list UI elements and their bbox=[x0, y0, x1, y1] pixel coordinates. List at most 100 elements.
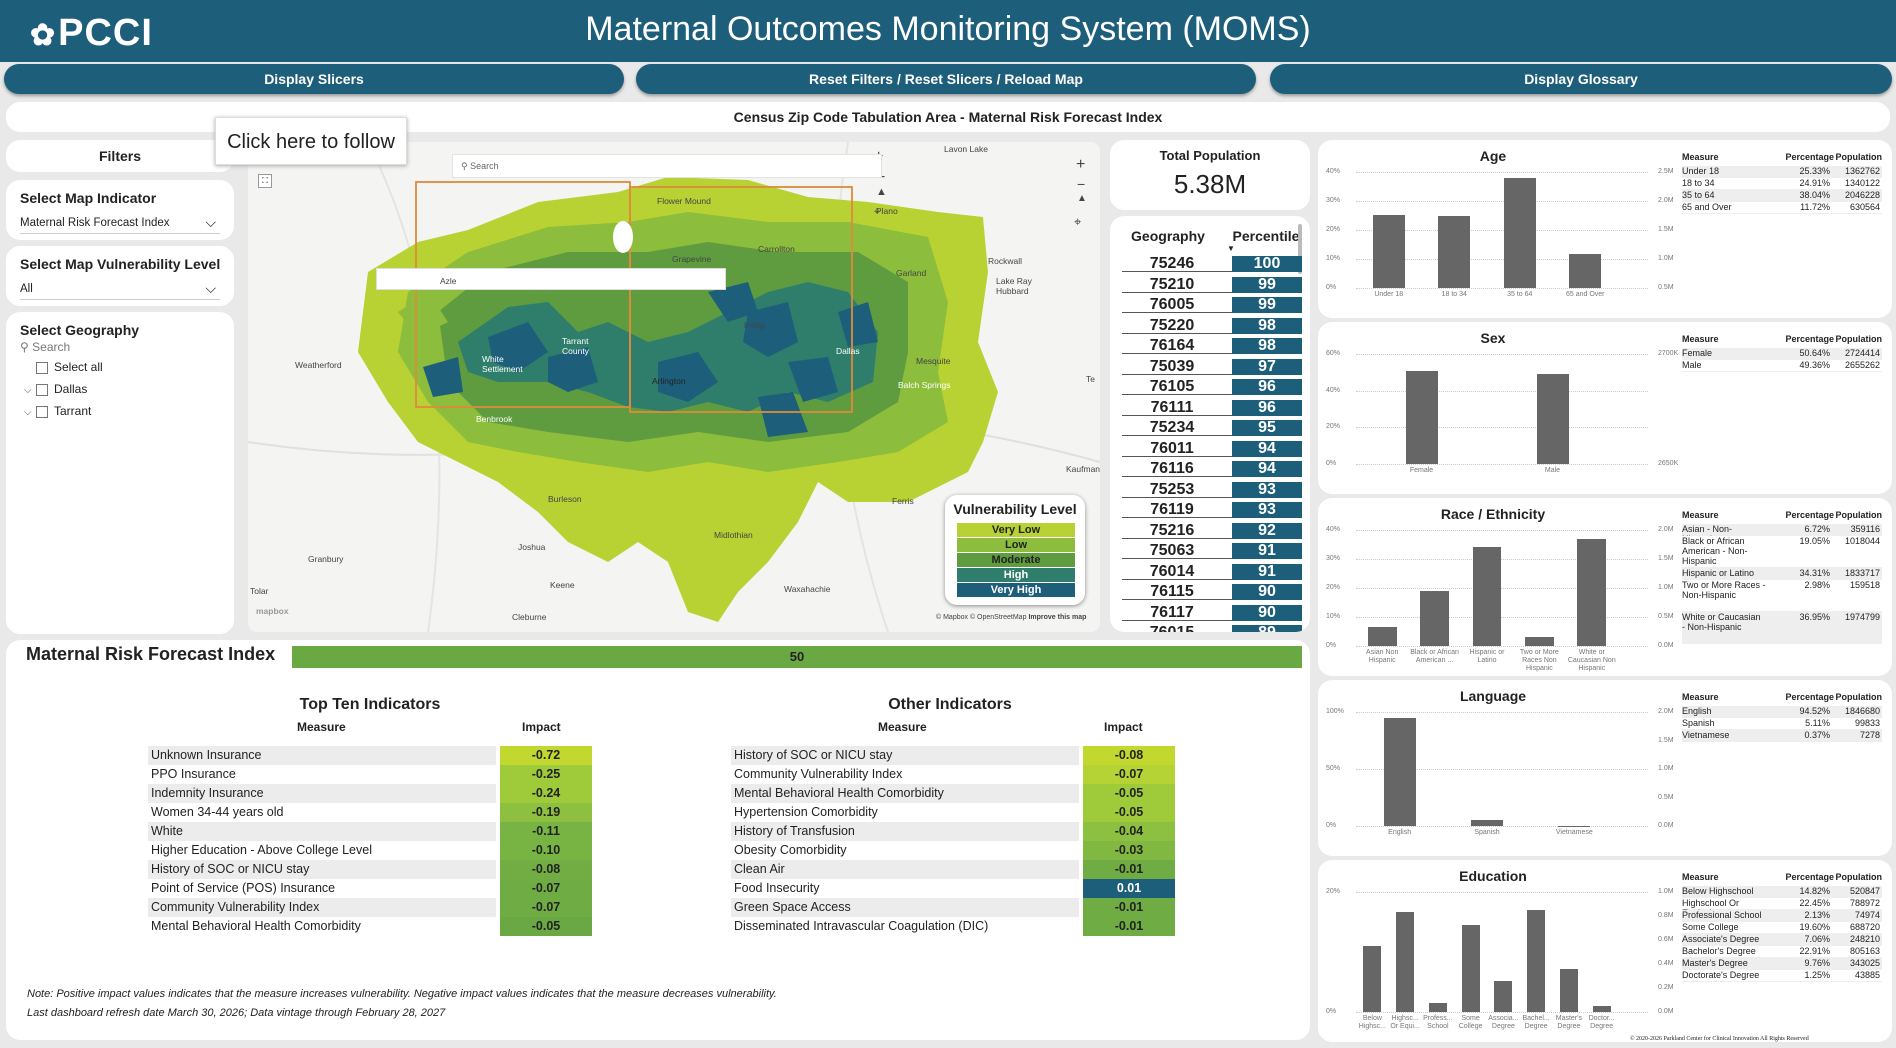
geography-search[interactable]: ⚲ Search bbox=[20, 340, 234, 356]
chevron-down-icon[interactable]: ⌵ bbox=[24, 407, 32, 418]
display-glossary-button[interactable]: Display Glossary bbox=[1270, 64, 1892, 94]
chart-bar[interactable] bbox=[1428, 1002, 1447, 1012]
chart-bar[interactable] bbox=[1592, 1006, 1611, 1012]
percentile-row[interactable]: 76115 90 bbox=[1122, 584, 1302, 600]
percentile-row[interactable]: 75234 95 bbox=[1122, 420, 1302, 436]
chart-bar[interactable] bbox=[1524, 637, 1554, 646]
chart-bar[interactable] bbox=[1559, 968, 1578, 1012]
percentile-row[interactable]: 75210 99 bbox=[1122, 276, 1302, 293]
checkbox[interactable] bbox=[36, 361, 48, 374]
percentile-row[interactable]: 76117 90 bbox=[1122, 604, 1302, 621]
chart-bar[interactable] bbox=[1383, 718, 1416, 826]
col-percentile[interactable]: Percentile bbox=[1232, 228, 1300, 244]
table-row[interactable]: Master's Degree 9.76% 343025 bbox=[1682, 958, 1882, 970]
table-header[interactable]: Measure bbox=[1682, 692, 1719, 702]
chart-bar[interactable] bbox=[1536, 373, 1569, 464]
vulnerability-dropdown[interactable]: All ⌵ bbox=[20, 278, 220, 300]
chart-bar[interactable] bbox=[1372, 214, 1405, 288]
table-row[interactable]: Male 49.36% 2655262 bbox=[1682, 360, 1882, 372]
table-row[interactable]: Doctorate's Degree 1.25% 43885 bbox=[1682, 970, 1882, 982]
table-row[interactable]: Vietnamese 0.37% 7278 bbox=[1682, 730, 1882, 742]
percentile-row[interactable]: 76119 93 bbox=[1122, 502, 1302, 518]
percentile-row[interactable]: 75246 100 bbox=[1122, 256, 1302, 272]
percentile-row[interactable]: 76011 94 bbox=[1122, 440, 1302, 457]
table-header[interactable]: Measure bbox=[1682, 510, 1719, 520]
table-header[interactable]: Population bbox=[1835, 510, 1883, 520]
table-header[interactable]: Percentage bbox=[1785, 692, 1834, 702]
chart-bar[interactable] bbox=[1503, 177, 1536, 288]
checkbox[interactable] bbox=[36, 405, 48, 418]
table-row[interactable]: Associate's Degree 7.06% 248210 bbox=[1682, 934, 1882, 946]
map-search-input[interactable]: ⚲ Search bbox=[452, 154, 882, 178]
percentile-row[interactable]: 75063 91 bbox=[1122, 543, 1302, 559]
percentile-row[interactable]: 76111 96 bbox=[1122, 399, 1302, 416]
scrollbar[interactable] bbox=[1298, 224, 1302, 274]
table-header[interactable]: Population bbox=[1835, 692, 1883, 702]
percentile-row[interactable]: 75253 93 bbox=[1122, 481, 1302, 498]
map-indicator-dropdown[interactable]: Maternal Risk Forecast Index ⌵ bbox=[20, 212, 220, 234]
chart-bar[interactable] bbox=[1494, 980, 1513, 1012]
follow-link-tooltip[interactable]: Click here to follow bbox=[215, 117, 407, 165]
percentile-row[interactable]: 76015 89 bbox=[1122, 625, 1302, 632]
table-row[interactable]: Asian - Non-Hispanic6.72%359116 bbox=[1682, 524, 1882, 544]
map-focus-icon[interactable]: ⛶ bbox=[258, 174, 272, 188]
table-row[interactable]: English 94.52% 1846680 bbox=[1682, 706, 1882, 718]
geo-select-all[interactable]: Select all bbox=[24, 356, 234, 378]
table-row[interactable]: 35 to 64 38.04% 2046228 bbox=[1682, 190, 1882, 202]
table-header[interactable]: Population bbox=[1835, 872, 1883, 882]
chart-bar[interactable] bbox=[1420, 590, 1449, 646]
table-header[interactable]: Measure bbox=[1682, 334, 1719, 344]
table-row[interactable]: Bachelor's Degree 22.91% 805163 bbox=[1682, 946, 1882, 958]
table-row[interactable]: Below Highschool 14.82% 520847 bbox=[1682, 886, 1882, 898]
table-header[interactable]: Measure bbox=[1682, 872, 1719, 882]
table-header[interactable]: Percentage bbox=[1785, 872, 1834, 882]
percentile-row[interactable]: 76005 99 bbox=[1122, 297, 1302, 313]
chart-bar[interactable] bbox=[1527, 910, 1546, 1012]
table-header[interactable]: Percentage bbox=[1785, 334, 1834, 344]
chart-bar[interactable] bbox=[1558, 825, 1591, 828]
geo-item-dallas[interactable]: ⌵ Dallas bbox=[24, 378, 234, 400]
table-header[interactable]: Population bbox=[1835, 334, 1883, 344]
chart-bar[interactable] bbox=[1471, 820, 1503, 826]
percentile-row[interactable]: 75216 92 bbox=[1122, 522, 1302, 539]
locate-icon[interactable]: ⌖ bbox=[1074, 214, 1082, 229]
chart-bar[interactable] bbox=[1405, 371, 1438, 464]
table-header[interactable]: Population bbox=[1835, 152, 1883, 162]
table-row[interactable]: Spanish 5.11% 99833 bbox=[1682, 718, 1882, 730]
sort-desc-icon[interactable]: ▼ bbox=[1227, 244, 1235, 253]
table-row[interactable]: Hispanic or Latino 34.31% 1833717 bbox=[1682, 568, 1882, 580]
chart-bar[interactable] bbox=[1569, 254, 1602, 288]
reset-filters-button[interactable]: Reset Filters / Reset Slicers / Reload M… bbox=[636, 64, 1256, 94]
table-header[interactable]: Measure bbox=[1682, 152, 1719, 162]
map-attribution[interactable]: © Mapbox © OpenStreetMap Improve this ma… bbox=[936, 614, 1086, 621]
table-row[interactable]: White or Caucasian - Non-Hispanic 36.95% 1… bbox=[1682, 612, 1882, 644]
locate-icon[interactable]: ⌖ bbox=[874, 204, 881, 218]
chart-bar[interactable] bbox=[1438, 215, 1471, 288]
table-row[interactable]: Two or More Races - Non-Hispanic 2.98% 159… bbox=[1682, 580, 1882, 612]
chart-bar[interactable] bbox=[1461, 924, 1480, 1012]
chart-bar[interactable] bbox=[1363, 946, 1382, 1012]
table-header[interactable]: Percentage bbox=[1785, 152, 1834, 162]
table-row[interactable]: 65 and Over 11.72% 630564 bbox=[1682, 202, 1882, 214]
geo-item-tarrant[interactable]: ⌵ Tarrant bbox=[24, 400, 234, 422]
chart-bar[interactable] bbox=[1472, 546, 1502, 646]
table-row[interactable]: Black or African American - Non-Hispanic… bbox=[1682, 536, 1882, 568]
improve-map-link[interactable]: Improve this map bbox=[1028, 614, 1087, 621]
zoom-in-icon[interactable]: + bbox=[1076, 156, 1086, 173]
chart-bar[interactable] bbox=[1577, 538, 1607, 646]
table-row[interactable]: Female 50.64% 2724414 bbox=[1682, 348, 1882, 360]
checkbox[interactable] bbox=[36, 383, 48, 396]
display-slicers-button[interactable]: Display Slicers bbox=[4, 64, 624, 94]
chart-bar[interactable] bbox=[1367, 626, 1397, 646]
col-geography[interactable]: Geography bbox=[1131, 228, 1205, 244]
percentile-row[interactable]: 76105 96 bbox=[1122, 379, 1302, 395]
chart-bar[interactable] bbox=[1396, 912, 1415, 1012]
chevron-down-icon[interactable]: ⌵ bbox=[24, 385, 32, 396]
map-search-box[interactable] bbox=[376, 268, 726, 290]
percentile-row[interactable]: 76116 94 bbox=[1122, 461, 1302, 477]
percentile-row[interactable]: 76014 91 bbox=[1122, 563, 1302, 580]
table-row[interactable]: Highschool Or Equivalent22.45%788972 bbox=[1682, 898, 1882, 918]
zoom-out-icon[interactable]: − bbox=[1077, 176, 1086, 192]
table-row[interactable]: Some College 19.60% 688720 bbox=[1682, 922, 1882, 934]
percentile-row[interactable]: 75039 97 bbox=[1122, 358, 1302, 375]
